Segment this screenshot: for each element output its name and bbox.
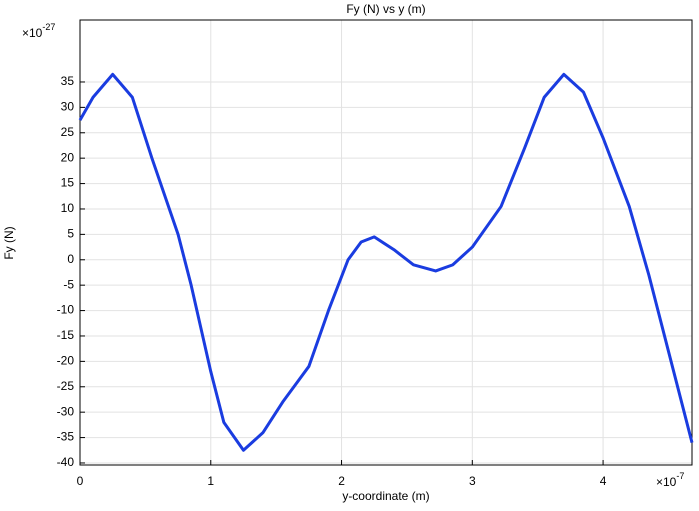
y-tick-label: 25 [61,125,75,139]
x-tick-label: 2 [338,474,345,488]
y-tick-label: -40 [57,455,75,469]
x-multiplier: ×10-7 [656,471,684,489]
y-tick-label: 20 [61,150,75,164]
y-tick-label: -20 [57,354,75,368]
data-line [78,72,694,452]
y-tick-label: -15 [57,328,75,342]
y-tick-label: 5 [67,227,74,241]
chart-title: Fy (N) vs y (m) [346,2,425,16]
y-tick-label: 30 [61,100,75,114]
x-tick-label: 1 [207,474,214,488]
y-tick-label: 15 [61,176,75,190]
x-tick-label: 3 [469,474,476,488]
y-axis-label: Fy (N) [2,226,16,259]
y-multiplier: ×10-27 [22,22,55,40]
y-tick-label: -35 [57,430,75,444]
y-tick-label: 10 [61,201,75,215]
x-axis-label: y-coordinate (m) [342,489,429,503]
y-tick-label: -30 [57,404,75,418]
plot-frame [79,19,693,466]
x-tick-label: 4 [600,474,607,488]
y-tick-label: -5 [63,277,74,291]
y-tick-label: 35 [61,74,75,88]
y-tick-label: -10 [57,303,75,317]
x-tick-label: 0 [77,474,84,488]
y-tick-label: 0 [67,252,74,266]
y-tick-label: -25 [57,379,75,393]
